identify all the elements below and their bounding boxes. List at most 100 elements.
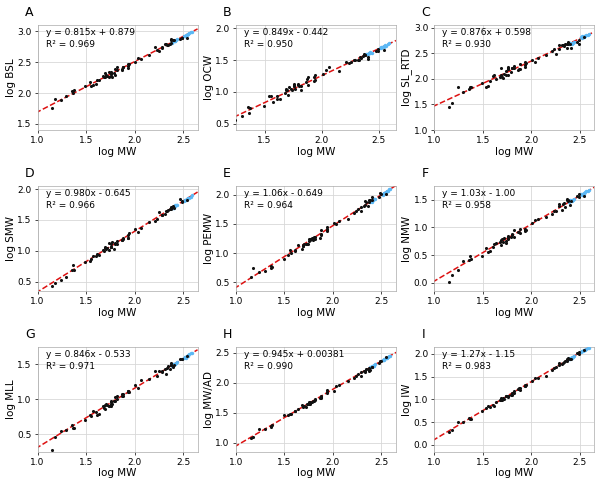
Point <box>92 76 101 84</box>
Point <box>484 248 493 256</box>
Y-axis label: log MLL: log MLL <box>5 379 16 419</box>
Point <box>104 240 114 247</box>
Point <box>284 83 294 91</box>
Point <box>302 400 312 408</box>
Point <box>581 188 591 196</box>
Point <box>362 50 372 58</box>
Point <box>515 229 524 237</box>
Point <box>383 41 393 48</box>
Point <box>550 45 559 52</box>
Point <box>520 62 530 70</box>
Point <box>349 374 358 382</box>
Text: A: A <box>25 6 33 19</box>
Point <box>506 233 516 241</box>
Point <box>359 203 368 211</box>
Point <box>279 255 289 262</box>
Point <box>527 219 537 227</box>
Point <box>287 85 296 93</box>
Point <box>329 387 339 395</box>
Point <box>106 243 116 251</box>
Point <box>95 76 104 84</box>
Point <box>478 252 487 260</box>
Point <box>577 32 587 40</box>
Point <box>293 80 302 88</box>
Point <box>547 211 557 218</box>
Point <box>179 32 189 40</box>
Point <box>583 31 593 39</box>
Point <box>118 392 127 400</box>
Point <box>566 40 575 47</box>
Point <box>380 42 390 49</box>
Point <box>154 367 164 375</box>
Point <box>508 392 517 399</box>
Point <box>503 65 512 73</box>
Point <box>577 191 586 198</box>
Point <box>453 266 463 274</box>
Text: y = 1.03x - 1.00
R² = 0.958: y = 1.03x - 1.00 R² = 0.958 <box>442 189 516 210</box>
Point <box>184 29 194 37</box>
Point <box>161 208 171 215</box>
Point <box>310 76 319 84</box>
Point <box>547 47 557 55</box>
Point <box>376 44 386 52</box>
Point <box>527 56 537 64</box>
Point <box>566 355 575 363</box>
Point <box>151 44 160 51</box>
Point <box>365 198 375 206</box>
Point <box>110 71 120 78</box>
Point <box>104 69 114 76</box>
Point <box>563 357 572 364</box>
Point <box>559 42 569 50</box>
Point <box>567 39 577 47</box>
Point <box>118 392 128 400</box>
Point <box>580 347 589 354</box>
Point <box>563 40 572 47</box>
Point <box>297 401 307 409</box>
Point <box>527 378 537 385</box>
Point <box>577 191 587 198</box>
Point <box>100 243 109 251</box>
Point <box>572 38 582 45</box>
Text: F: F <box>422 166 429 180</box>
Text: y = 0.849x - 0.442
R² = 0.950: y = 0.849x - 0.442 R² = 0.950 <box>244 28 328 49</box>
Point <box>309 397 319 405</box>
Point <box>112 66 122 74</box>
Point <box>246 434 256 441</box>
Point <box>497 396 506 404</box>
Y-axis label: log SMW: log SMW <box>5 216 16 261</box>
Point <box>107 73 116 81</box>
Y-axis label: log IW: log IW <box>403 383 412 416</box>
Point <box>183 30 193 38</box>
Point <box>530 58 540 66</box>
Point <box>557 206 567 214</box>
Point <box>488 243 498 251</box>
Point <box>158 212 167 219</box>
Point <box>123 231 133 239</box>
Point <box>368 362 378 369</box>
Point <box>170 360 180 368</box>
Point <box>287 86 296 93</box>
Point <box>316 392 326 400</box>
Point <box>507 230 517 238</box>
Point <box>102 244 112 252</box>
Point <box>112 238 122 245</box>
Point <box>136 55 146 63</box>
Text: y = 0.876x + 0.598
R² = 0.930: y = 0.876x + 0.598 R² = 0.930 <box>442 28 532 49</box>
Point <box>302 240 312 248</box>
Point <box>566 40 575 48</box>
Point <box>290 407 299 415</box>
Point <box>464 85 474 92</box>
Point <box>514 228 523 236</box>
Point <box>158 44 167 51</box>
Point <box>296 82 306 90</box>
Point <box>559 200 568 208</box>
Point <box>370 195 379 203</box>
Point <box>101 400 111 408</box>
Point <box>290 85 299 92</box>
Point <box>385 39 394 47</box>
Point <box>382 187 391 195</box>
Point <box>464 415 474 423</box>
Point <box>56 276 65 284</box>
Text: I: I <box>422 328 425 341</box>
Point <box>184 352 193 360</box>
